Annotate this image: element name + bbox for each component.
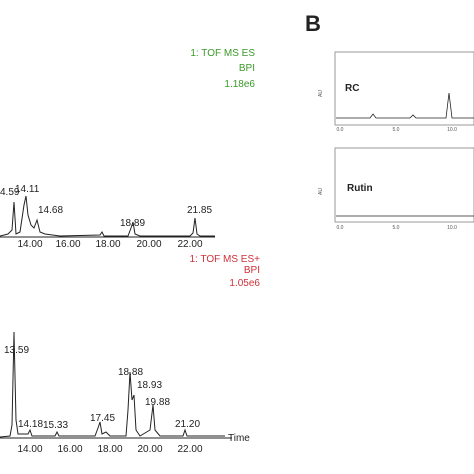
panel-b: B RC AU 0.0 5.0 10.0 Rutin AU 0.0 5.0 10… bbox=[305, 11, 474, 231]
x-tick-label: 5.0 bbox=[393, 225, 400, 231]
x-tick-label: 20.00 bbox=[136, 239, 161, 250]
x-tick-label: 5.0 bbox=[393, 127, 400, 133]
x-tick-label: 22.00 bbox=[177, 444, 202, 455]
peak-label: 14.68 bbox=[38, 205, 63, 216]
panel-frame bbox=[334, 147, 474, 223]
panel-a-top: 1: TOF MS ES BPI 1.18e6 4.59 14.11 14.68… bbox=[0, 48, 255, 250]
x-tick-label: 22.00 bbox=[177, 239, 202, 250]
header-line: 1: TOF MS ES bbox=[190, 48, 255, 59]
x-tick-label: 0.0 bbox=[337, 225, 344, 231]
x-tick-label: 0.0 bbox=[337, 127, 344, 133]
x-tick-label: 16.00 bbox=[55, 239, 80, 250]
header-line: BPI bbox=[239, 63, 255, 74]
peak-label: 14.11 bbox=[15, 184, 40, 195]
trace bbox=[0, 195, 215, 237]
y-unit: AU bbox=[318, 188, 324, 195]
peak-label: 21.85 bbox=[187, 205, 212, 216]
peak-label: 13.59 bbox=[4, 345, 29, 356]
peak-label: 15.33 bbox=[43, 420, 68, 431]
peak-label: 19.88 bbox=[145, 397, 170, 408]
panel-title: Rutin bbox=[347, 183, 373, 194]
trace bbox=[336, 92, 474, 119]
x-tick-label: 18.00 bbox=[97, 444, 122, 455]
peak-label: 21.20 bbox=[175, 419, 200, 430]
x-tick-label: 14.00 bbox=[17, 444, 42, 455]
y-unit: AU bbox=[318, 90, 324, 97]
peak-label: 4.59 bbox=[0, 187, 20, 198]
x-tick-label: 16.00 bbox=[57, 444, 82, 455]
header-line: BPI bbox=[244, 265, 260, 276]
header-line: 1.05e6 bbox=[229, 278, 260, 289]
panel-a-bottom: 1: TOF MS ES+ BPI 1.05e6 13.59 18.88 18.… bbox=[0, 254, 260, 455]
header-line: 1: TOF MS ES+ bbox=[190, 254, 261, 265]
panel-title: RC bbox=[345, 83, 359, 94]
peak-label: 17.45 bbox=[90, 413, 115, 424]
x-tick-label: 18.00 bbox=[95, 239, 120, 250]
peak-label: 18.93 bbox=[137, 380, 162, 391]
panel-frame bbox=[334, 51, 474, 126]
trace bbox=[0, 331, 225, 438]
x-tick-label: 10.0 bbox=[447, 225, 457, 231]
x-tick-label: 14.00 bbox=[17, 239, 42, 250]
peak-label: 14.18 bbox=[18, 419, 43, 430]
x-axis-label: Time bbox=[228, 433, 250, 444]
header-line: 1.18e6 bbox=[224, 79, 255, 90]
x-tick-label: 20.00 bbox=[137, 444, 162, 455]
x-tick-label: 10.0 bbox=[447, 127, 457, 133]
peak-label: 18.88 bbox=[118, 367, 143, 378]
panel-label: B bbox=[305, 11, 321, 36]
peak-label: 18.89 bbox=[120, 218, 145, 229]
